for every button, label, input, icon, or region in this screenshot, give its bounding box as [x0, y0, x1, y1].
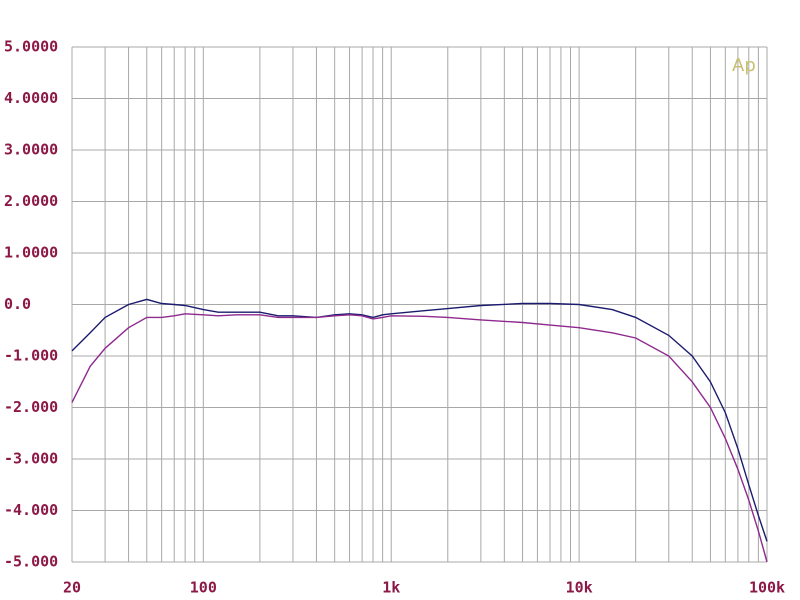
x-tick-label: 100 — [190, 579, 217, 597]
x-tick-label: 10k — [566, 579, 593, 597]
y-tick-label: -1.000 — [4, 347, 58, 365]
y-tick-label: -5.000 — [4, 553, 58, 571]
y-tick-label: 4.0000 — [4, 89, 58, 107]
series-line — [71, 313, 768, 563]
x-tick-label: 1k — [382, 579, 400, 597]
logo: Ap — [732, 55, 756, 76]
x-tick-label: 100k — [749, 579, 785, 597]
y-tick-label: 1.0000 — [4, 244, 58, 262]
y-tick-label: -4.000 — [4, 501, 58, 519]
series-line — [71, 298, 768, 542]
y-tick-label: 0.0 — [4, 295, 31, 313]
y-tick-label: 5.0000 — [4, 38, 58, 56]
y-tick-label: 2.0000 — [4, 192, 58, 210]
x-tick-label: 20 — [63, 579, 81, 597]
y-tick-label: -3.000 — [4, 450, 58, 468]
y-tick-label: 3.0000 — [4, 141, 58, 159]
y-tick-label: -2.000 — [4, 398, 58, 416]
